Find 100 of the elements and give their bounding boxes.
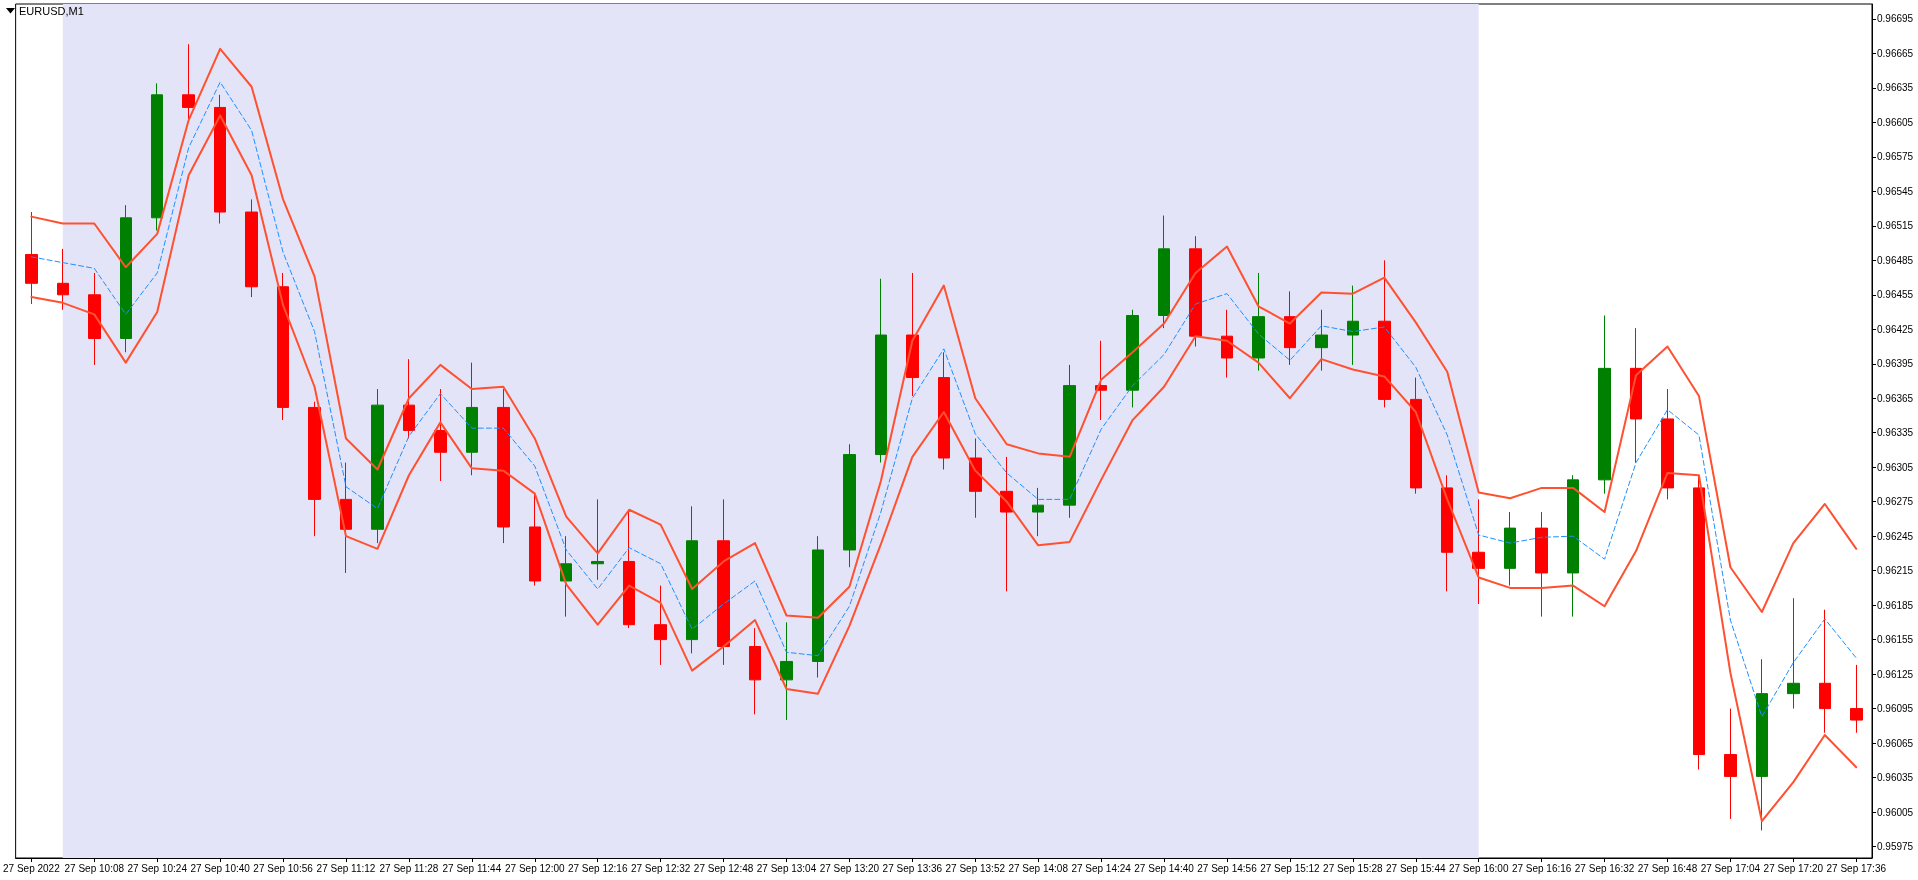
candlestick [780,621,793,721]
y-tick-label: 0.96605 [1877,116,1914,128]
candlestick [686,505,698,654]
y-tick-label: 0.96665 [1877,47,1914,59]
y-tick-label: 0.96005 [1877,806,1914,818]
y-tick-label: 0.96215 [1877,565,1914,577]
x-tick-label: 27 Sep 2022 [3,862,61,874]
candlestick [1378,259,1391,408]
line-series [30,47,1858,619]
y-tick-label: 0.96455 [1877,289,1914,301]
y-tick-label: 0.96575 [1877,151,1914,163]
candlestick [151,82,163,231]
candlestick [1724,708,1737,820]
candlestick [969,437,982,519]
candlestick [1063,364,1076,519]
line-series [30,114,1858,823]
x-tick-label: 27 Sep 13:52 [945,862,1006,874]
y-tick-label: 0.96545 [1877,185,1914,197]
y-tick-label: 0.96485 [1877,254,1914,266]
y-tick-label: 0.96095 [1877,703,1914,715]
x-tick-label: 27 Sep 14:08 [1008,862,1069,874]
candlestick [1095,340,1107,421]
candlestick [1221,309,1233,379]
y-tick-label: 0.96395 [1877,358,1914,370]
x-tick-label: 27 Sep 17:04 [1700,862,1761,874]
x-tick-label: 27 Sep 10:40 [190,862,251,874]
candlestick [120,204,132,353]
candlestick [25,211,38,305]
candlestick [654,585,667,666]
candlestick [717,498,730,666]
candlestick [749,627,761,715]
candlestick [497,388,510,544]
candlestick [1252,272,1265,372]
y-tick-label: 0.96635 [1877,82,1914,94]
x-tick-label: 27 Sep 16:00 [1448,862,1509,874]
x-tick-label: 27 Sep 13:04 [756,862,817,874]
candlestick [1567,474,1579,618]
candlestick [434,388,447,482]
candlestick [1284,290,1296,366]
candlestick [1756,658,1768,831]
candlestick [1347,285,1359,366]
candlestick [245,198,258,298]
y-tick-label: 0.95975 [1877,841,1914,853]
candlestick [623,511,635,629]
candlestick [277,272,289,421]
candlestick [1126,309,1139,408]
candlestick [308,401,321,537]
x-tick-label: 27 Sep 12:48 [693,862,754,874]
candlestick [340,462,352,574]
candlestick [529,493,541,587]
candlestick [1472,498,1485,605]
x-tick-label: 27 Sep 12:16 [567,862,628,874]
x-tick-label: 27 Sep 14:56 [1197,862,1258,874]
candlestick [812,535,824,679]
chart-title: EURUSD,M1 [19,5,84,17]
candlestick [57,248,69,311]
x-tick-label: 27 Sep 16:48 [1637,862,1698,874]
line-series [30,81,1857,718]
candlestick [1315,309,1328,372]
candlestick [938,351,950,470]
candlestick [1787,597,1800,710]
candlestick [1598,314,1611,495]
candlestick [1661,388,1674,500]
candlestick [1189,235,1202,348]
y-tick-label: 0.96275 [1877,496,1914,508]
y-tick-label: 0.96425 [1877,323,1914,335]
candlestick [1850,664,1863,734]
y-tick-label: 0.96365 [1877,392,1914,404]
x-tick-label: 27 Sep 15:12 [1260,862,1321,874]
y-tick-label: 0.96335 [1877,427,1914,439]
x-tick-label: 27 Sep 12:32 [630,862,691,874]
x-tick-label: 27 Sep 17:20 [1763,862,1824,874]
candlestick [843,443,856,568]
x-tick-label: 27 Sep 11:12 [316,862,376,874]
candlestick [591,498,604,581]
candlestick [371,388,384,544]
y-tick-label: 0.96035 [1877,772,1914,784]
x-tick-label: 27 Sep 17:36 [1826,862,1887,874]
candlestick [875,278,887,464]
x-tick-label: 27 Sep 10:24 [127,862,188,874]
candlestick [1410,377,1422,495]
y-tick-label: 0.96245 [1877,530,1914,542]
candlestick [466,362,478,476]
x-tick-label: 27 Sep 10:08 [64,862,125,874]
x-tick-label: 27 Sep 10:56 [253,862,314,874]
y-tick-label: 0.96155 [1877,634,1914,646]
x-tick-label: 27 Sep 12:00 [505,862,565,874]
x-tick-label: 27 Sep 15:28 [1323,862,1384,874]
x-tick-label: 27 Sep 14:40 [1134,862,1195,874]
y-tick-label: 0.96305 [1877,461,1914,473]
x-tick-label: 27 Sep 11:44 [442,862,502,874]
candlestick [1032,487,1044,537]
candlestick [1819,609,1831,734]
candlestick [1504,511,1516,587]
candlestick [214,94,226,225]
x-tick-label: 27 Sep 16:16 [1511,862,1572,874]
y-tick-label: 0.96065 [1877,737,1914,749]
y-tick-label: 0.96185 [1877,599,1914,611]
candlestick [1535,511,1548,618]
x-tick-label: 27 Sep 13:20 [819,862,880,874]
